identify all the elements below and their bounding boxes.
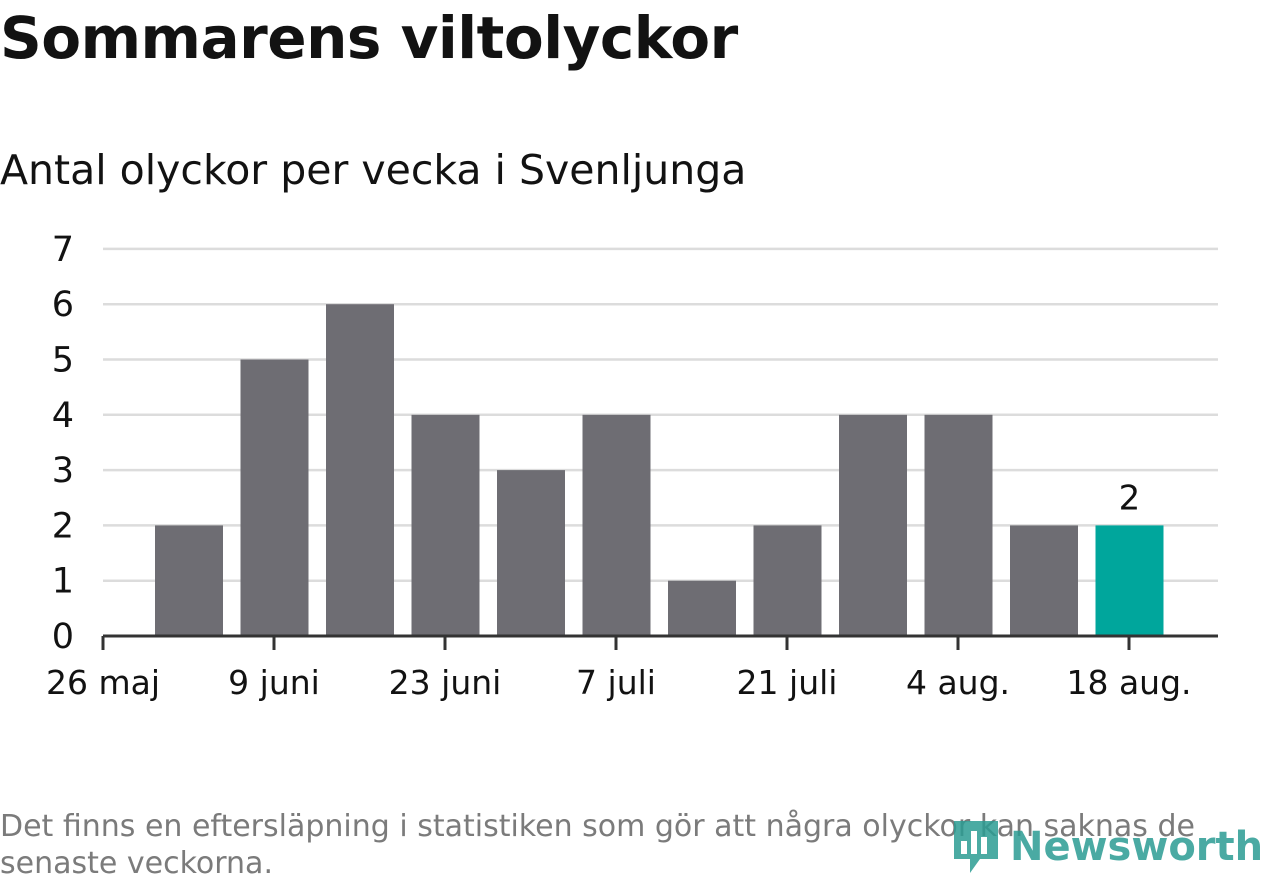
x-tick-label: 4 aug.	[906, 663, 1010, 702]
bar	[240, 359, 309, 636]
x-tick-label: 23 juni	[389, 663, 502, 702]
bar-chart-logo-icon	[954, 821, 998, 873]
newsworthy-logo: Newsworthy	[950, 816, 1262, 878]
y-tick-label: 6	[52, 285, 74, 325]
bar	[839, 414, 907, 636]
logo-text: Newsworthy	[1010, 824, 1262, 870]
y-tick-label: 1	[52, 562, 74, 602]
bar	[924, 414, 993, 636]
chart-subtitle: Antal olyckor per vecka i Svenljunga	[0, 146, 747, 194]
x-tick-label: 7 juli	[576, 663, 656, 702]
x-tick-label: 18 aug.	[1066, 663, 1191, 702]
x-tick-label: 9 juni	[228, 663, 320, 702]
bar	[155, 525, 223, 636]
bar	[1095, 525, 1164, 636]
data-label: 2	[1119, 478, 1141, 518]
bar	[497, 470, 565, 636]
y-tick-label: 4	[52, 396, 74, 436]
bar	[1010, 525, 1078, 636]
bar	[582, 414, 651, 636]
bar	[668, 580, 736, 636]
bar	[411, 414, 480, 636]
x-tick-label: 21 juli	[737, 663, 838, 702]
y-tick-label: 7	[52, 230, 74, 270]
bar	[753, 525, 822, 636]
y-tick-label: 2	[52, 506, 74, 546]
y-tick-label: 3	[52, 451, 74, 491]
x-tick-label: 26 maj	[46, 663, 160, 702]
chart-title: Sommarens viltolyckor	[0, 4, 738, 72]
bar	[326, 304, 394, 636]
y-tick-label: 0	[52, 617, 74, 657]
y-tick-label: 5	[52, 341, 74, 381]
